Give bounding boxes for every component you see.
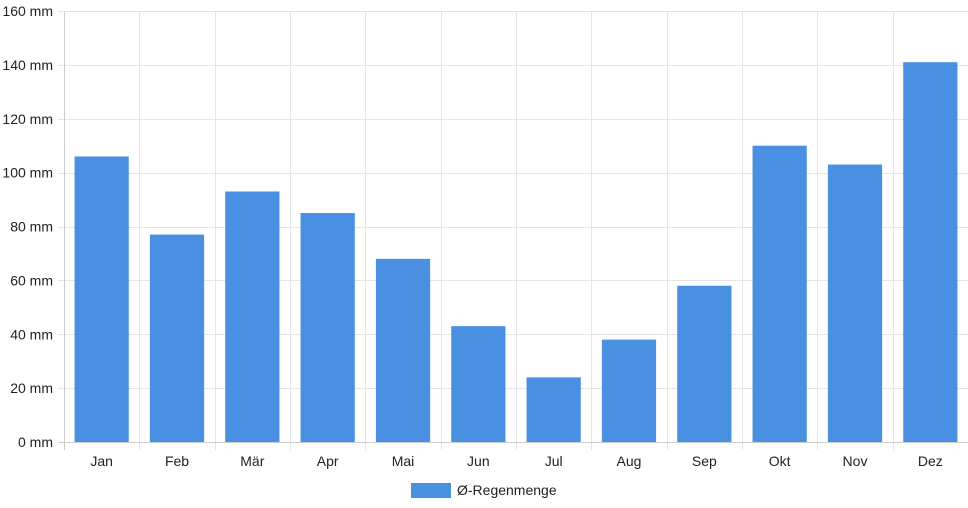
- bar-mär[interactable]: [225, 191, 280, 442]
- x-tick-label: Apr: [317, 453, 339, 469]
- x-tick-label: Aug: [617, 453, 642, 469]
- y-tick-label: 160 mm: [2, 3, 53, 19]
- legend-swatch: [411, 483, 451, 498]
- y-tick-label: 140 mm: [2, 57, 53, 73]
- x-tick-label: Nov: [843, 453, 868, 469]
- legend-label-regenmenge: Ø-Regenmenge: [457, 482, 557, 498]
- x-tick-label: Dez: [918, 453, 943, 469]
- x-tick-label: Jan: [90, 453, 113, 469]
- x-tick-label: Mai: [392, 453, 415, 469]
- bar-dez[interactable]: [903, 62, 958, 443]
- x-tick-label: Jul: [545, 453, 563, 469]
- gridlines: [58, 11, 968, 450]
- x-tick-label: Jun: [467, 453, 490, 469]
- bars: [74, 62, 958, 443]
- y-tick-label: 120 mm: [2, 111, 53, 127]
- x-axis-tick-labels: Jan Feb Mär Apr Mai Jun Jul Aug Sep Okt Nov Dez: [90, 453, 942, 469]
- bar-mai[interactable]: [375, 258, 431, 442]
- bar-feb[interactable]: [149, 234, 205, 442]
- y-tick-label: 0 mm: [18, 434, 53, 450]
- x-tick-label: Sep: [692, 453, 717, 469]
- bar-jun[interactable]: [451, 326, 506, 442]
- x-tick-label: Mär: [240, 453, 264, 469]
- bar-jul[interactable]: [526, 377, 581, 442]
- x-tick-label: Feb: [165, 453, 189, 469]
- bar-nov[interactable]: [827, 164, 883, 442]
- bar-aug[interactable]: [601, 339, 657, 442]
- y-axis-tick-labels: 0 mm 20 mm 40 mm 60 mm 80 mm 100 mm 120 mm 140 …: [2, 3, 53, 450]
- y-tick-label: 60 mm: [10, 272, 53, 288]
- bar-okt[interactable]: [752, 145, 807, 442]
- y-tick-label: 40 mm: [10, 326, 53, 342]
- axes: [58, 11, 968, 450]
- bar-jan[interactable]: [74, 156, 129, 442]
- y-tick-label: 80 mm: [10, 219, 53, 235]
- y-tick-label: 100 mm: [2, 165, 53, 181]
- legend[interactable]: Ø-Regenmenge: [411, 482, 557, 498]
- x-tick-label: Okt: [769, 453, 791, 469]
- bar-apr[interactable]: [300, 213, 355, 442]
- y-tick-label: 20 mm: [10, 380, 53, 396]
- bar-sep[interactable]: [677, 285, 732, 442]
